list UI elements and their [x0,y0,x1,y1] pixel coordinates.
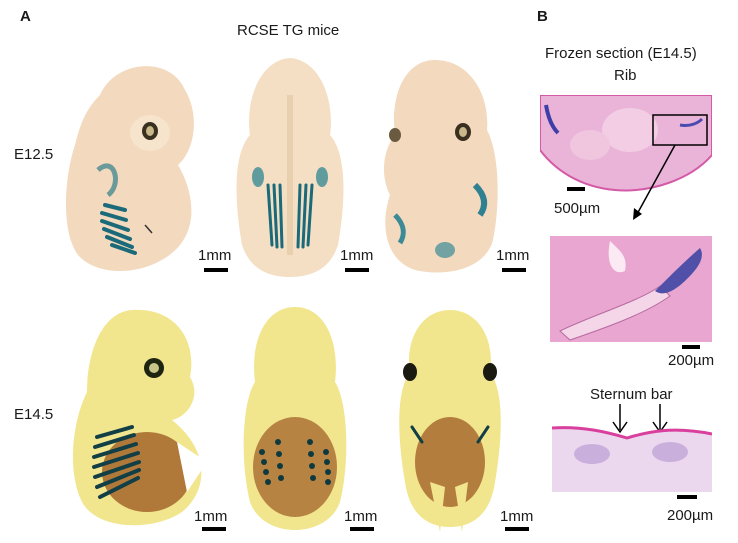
scale-bar-6 [505,527,529,531]
embryo-e125-lateral-right [383,60,498,273]
scale-bar-b3 [677,495,697,499]
scale-label-3: 1mm [496,247,530,264]
embryo-e145-lateral-left [72,309,207,526]
panel-b-title: Frozen section (E14.5) [545,45,697,62]
scale-bar-4 [202,527,226,531]
scale-label-2: 1mm [340,247,374,264]
scale-label-4: 1mm [194,508,228,525]
scale-label-b3: 200µm [667,507,714,524]
embryo-e145-ventral-right [399,310,501,532]
scale-label-1: 1mm [198,247,232,264]
scale-label-b2: 200µm [668,352,715,369]
scale-bar-1 [204,268,228,272]
panel-a-title: RCSE TG mice [237,22,340,39]
scale-bar-b2 [682,345,700,349]
scale-label-b1: 500µm [554,200,601,217]
panel-b-label: B [537,8,548,25]
scale-label-6: 1mm [500,508,534,525]
row-label-e14-5: E14.5 [14,406,54,423]
section-rib-overview [540,95,712,192]
scale-bar-2 [345,268,369,272]
panel-b-subtitle: Rib [614,67,637,84]
scale-bar-b1 [567,187,585,191]
scale-bar-5 [350,527,374,531]
embryo-e145-ventral-center [243,307,347,530]
zoom-arrow [633,144,676,220]
scale-label-5: 1mm [344,508,378,525]
embryo-e125-dorsal [236,58,344,277]
embryo-e125-lateral-left [65,66,194,272]
panel-a-label: A [20,8,31,25]
row-label-e12-5: E12.5 [14,146,54,163]
section-sternum [552,426,712,492]
scale-bar-3 [502,268,526,272]
sternum-label: Sternum bar [590,386,673,403]
section-rib-detail [550,236,712,342]
